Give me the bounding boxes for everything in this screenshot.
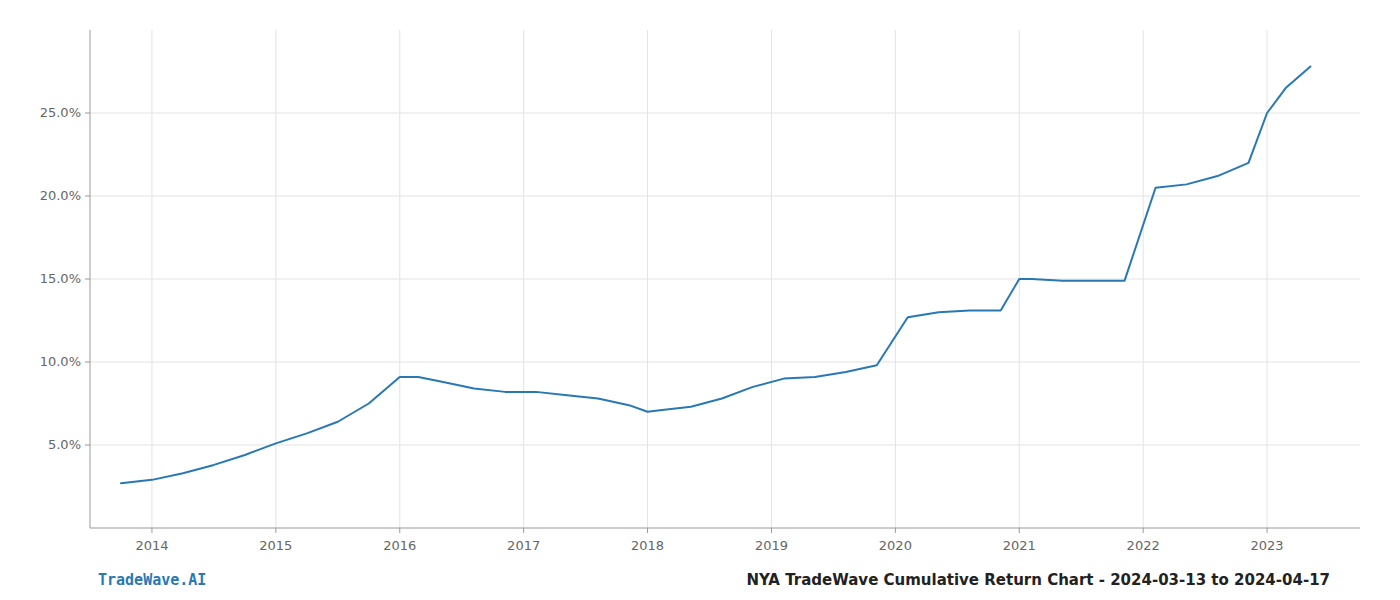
- x-tick-label: 2023: [1251, 538, 1284, 553]
- x-tick: [771, 528, 772, 533]
- y-tick-label: 5.0%: [48, 437, 81, 452]
- y-tick-label: 15.0%: [40, 271, 81, 286]
- x-tick: [523, 528, 524, 533]
- y-tick: [85, 196, 90, 197]
- series-group: [121, 67, 1310, 484]
- x-grid-line: [275, 30, 276, 528]
- y-tick: [85, 279, 90, 280]
- y-grid-line: [90, 279, 1360, 280]
- x-grid-line: [647, 30, 648, 528]
- x-grid-line: [1267, 30, 1268, 528]
- y-tick-label: 10.0%: [40, 354, 81, 369]
- x-tick: [1019, 528, 1020, 533]
- x-tick-label: 2019: [755, 538, 788, 553]
- x-tick: [647, 528, 648, 533]
- x-grid-line: [1143, 30, 1144, 528]
- x-tick: [1143, 528, 1144, 533]
- x-tick-label: 2022: [1127, 538, 1160, 553]
- x-tick-label: 2015: [259, 538, 292, 553]
- x-grid-line: [523, 30, 524, 528]
- x-tick: [1267, 528, 1268, 533]
- y-grid-line: [90, 196, 1360, 197]
- footer-left: TradeWave.AI: [98, 571, 206, 589]
- axes: 5.0% 10.0% 15.0% 20.0% 25.0% 2014 2015 2016 2017…: [40, 30, 1360, 553]
- y-tick: [85, 113, 90, 114]
- x-tick-label: 2014: [135, 538, 168, 553]
- background: [0, 0, 1400, 600]
- x-tick: [895, 528, 896, 533]
- x-axis-line: [90, 528, 1360, 529]
- x-tick-label: 2021: [1003, 538, 1036, 553]
- x-tick-label: 2018: [631, 538, 664, 553]
- chart: 5.0% 10.0% 15.0% 20.0% 25.0% 2014 2015 2016 2017…: [0, 0, 1400, 600]
- series-line: [121, 67, 1310, 484]
- x-tick: [399, 528, 400, 533]
- grid: [90, 30, 1360, 528]
- x-tick: [151, 528, 152, 533]
- x-grid-line: [151, 30, 152, 528]
- y-tick: [85, 362, 90, 363]
- y-grid-line: [90, 362, 1360, 363]
- x-tick-label: 2020: [879, 538, 912, 553]
- y-grid-line: [90, 113, 1360, 114]
- y-axis-line: [90, 30, 91, 528]
- x-tick: [275, 528, 276, 533]
- y-grid-line: [90, 445, 1360, 446]
- x-grid-line: [895, 30, 896, 528]
- x-tick-label: 2016: [383, 538, 416, 553]
- footer-right: NYA TradeWave Cumulative Return Chart - …: [746, 571, 1330, 589]
- x-grid-line: [771, 30, 772, 528]
- y-tick-label: 20.0%: [40, 188, 81, 203]
- y-tick-label: 25.0%: [40, 105, 81, 120]
- y-tick: [85, 445, 90, 446]
- x-grid-line: [399, 30, 400, 528]
- x-tick-label: 2017: [507, 538, 540, 553]
